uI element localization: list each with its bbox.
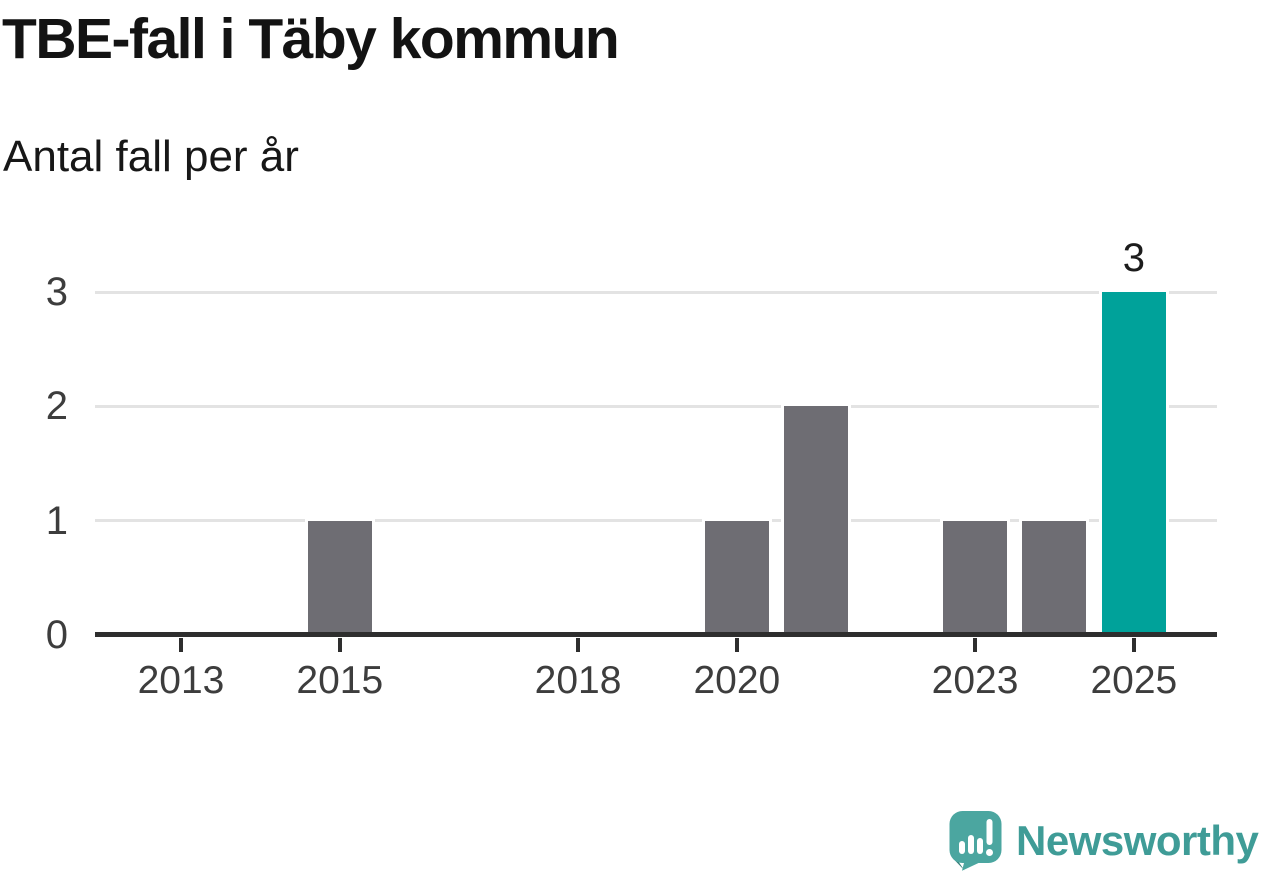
x-tick-label: 2023 — [931, 659, 1019, 702]
chart-subtitle: Antal fall per år — [3, 132, 299, 181]
x-tick-label: 2020 — [693, 659, 781, 702]
gridline-y-2 — [95, 404, 1217, 408]
bar-value-label: 3 — [1122, 236, 1145, 281]
gridline-y-1 — [95, 519, 1217, 523]
x-tick-mark-2018 — [576, 638, 581, 652]
x-tick-label: 2015 — [296, 659, 384, 702]
bar-2025 — [1098, 289, 1169, 638]
x-tick-label: 2018 — [534, 659, 622, 702]
x-tick-mark-2020 — [734, 638, 739, 652]
x-tick-label: 2013 — [137, 659, 225, 702]
x-axis-line — [95, 632, 1217, 637]
chart-title: TBE-fall i Täby kommun — [2, 7, 620, 71]
y-tick-label: 2 — [45, 384, 68, 429]
bar-2024 — [1019, 517, 1090, 639]
brand-footer: Newsworthy — [948, 810, 1259, 871]
y-axis-labels: 0 1 2 3 — [0, 235, 68, 657]
x-tick-mark-2015 — [337, 638, 342, 652]
y-tick-label: 1 — [45, 498, 68, 543]
bar-2015 — [304, 517, 375, 639]
y-tick-label: 3 — [45, 270, 68, 314]
x-tick-mark-2025 — [1131, 638, 1136, 652]
gridline-y-3 — [95, 290, 1217, 294]
bar-2023 — [940, 517, 1011, 639]
x-tick-mark-2023 — [973, 638, 978, 652]
y-tick-label: 0 — [45, 613, 68, 657]
bar-2020 — [701, 517, 772, 639]
plot-area: 2013 2015 2018 2020 2023 2025 3 — [95, 235, 1217, 700]
bar-2021 — [781, 403, 852, 638]
x-tick-label: 2025 — [1090, 659, 1178, 702]
newsworthy-logo-icon — [949, 811, 1002, 871]
x-tick-mark-2013 — [179, 638, 183, 652]
brand-name: Newsworthy — [1016, 816, 1259, 864]
